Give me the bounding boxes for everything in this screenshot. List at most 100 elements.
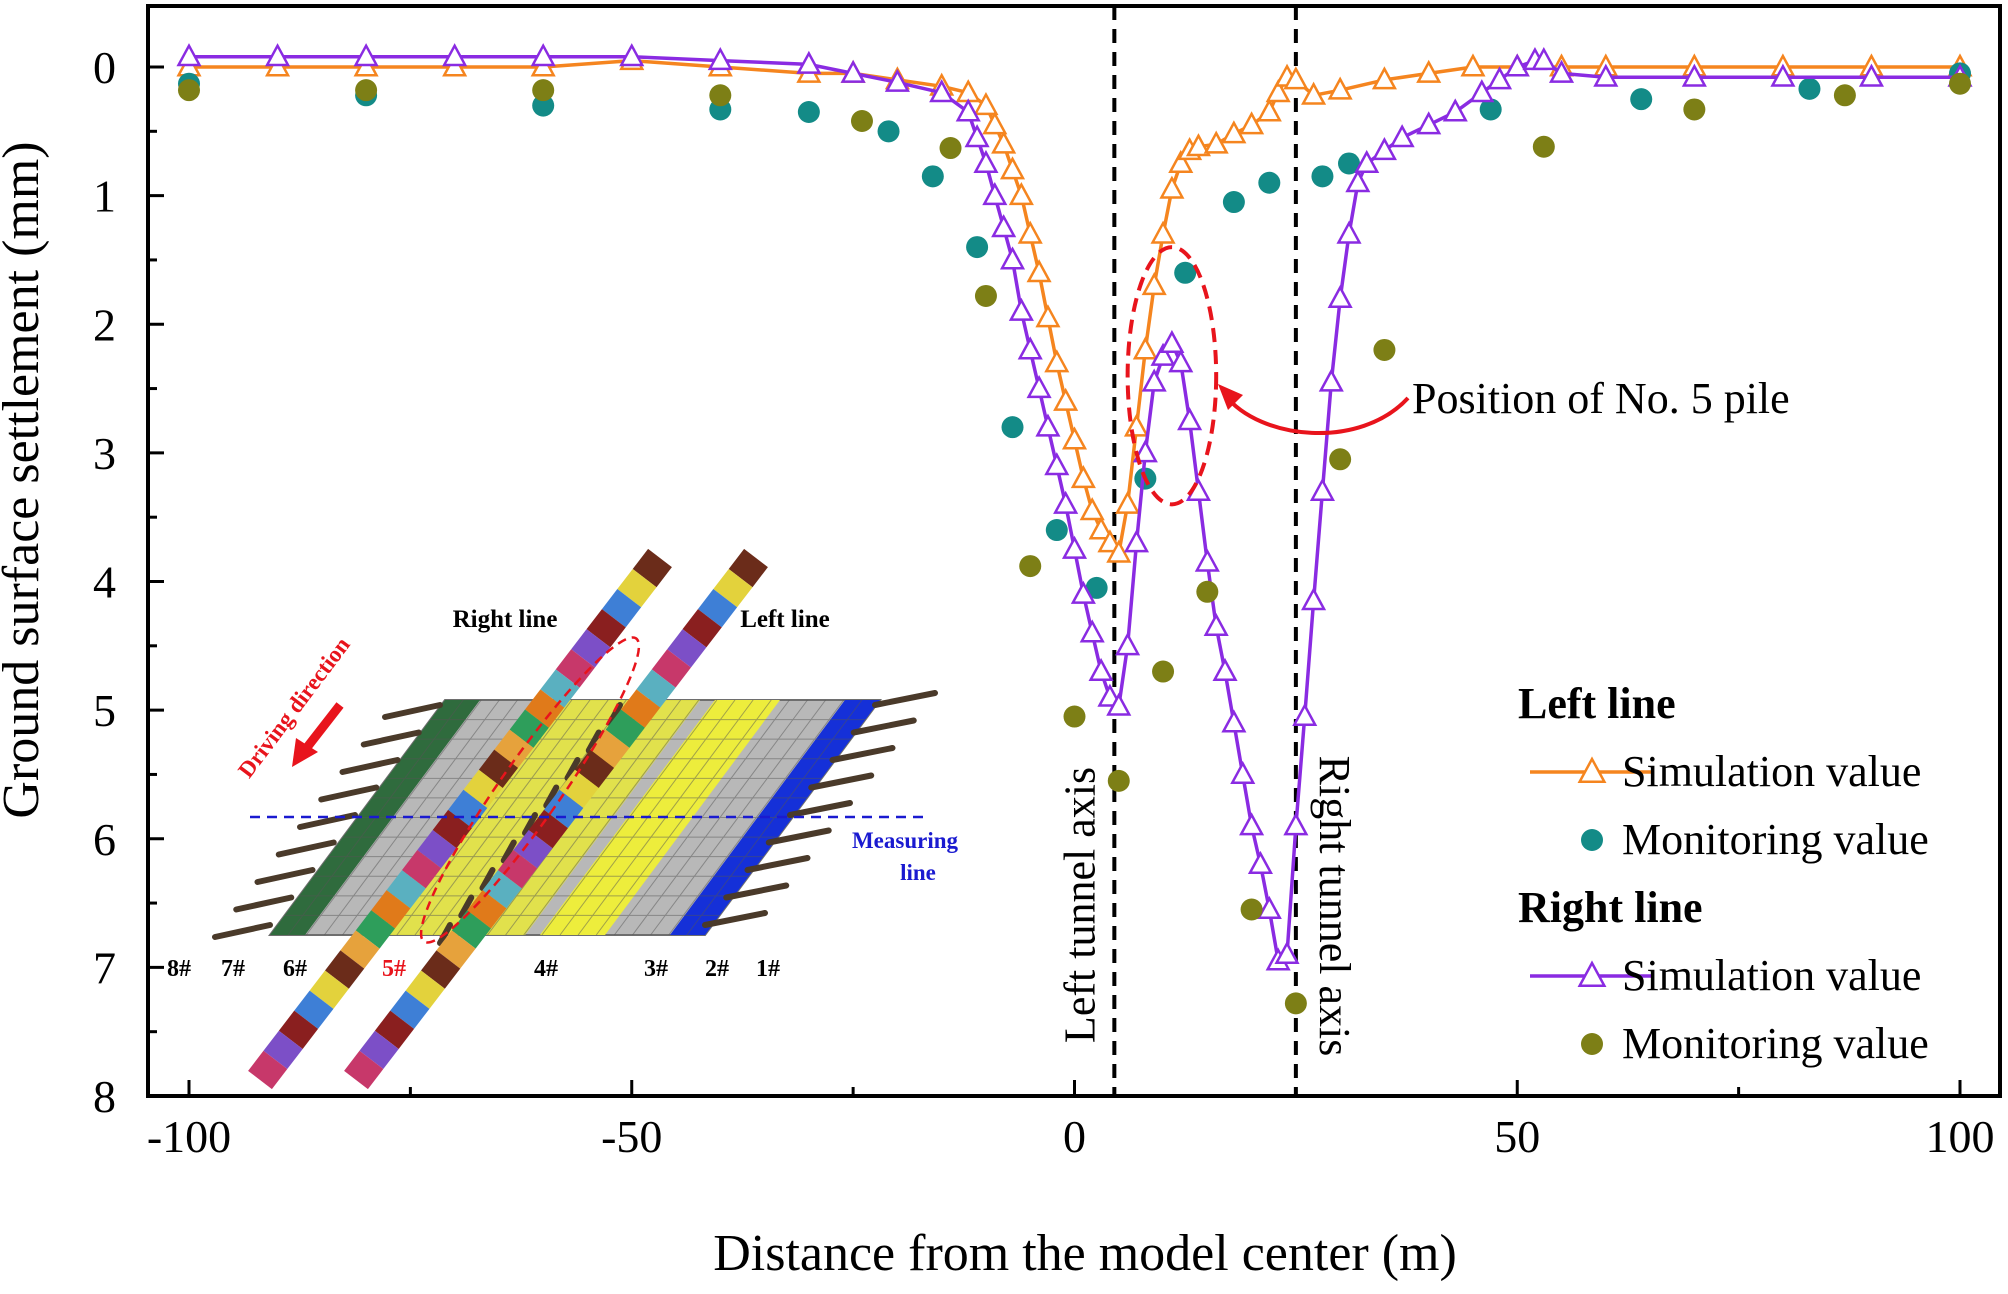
inset-pile5-ellipse [419,636,641,944]
inset-tube-segment [571,629,611,668]
inset-pile-left [360,729,422,748]
inset-pile-label: 4# [534,956,558,982]
inset-pile-label: 5# [382,956,406,982]
inset-pile-right [829,745,896,763]
inset-pile-left [339,757,401,775]
data-point-right_mon [1532,135,1555,158]
data-point-left_mon [1045,519,1068,542]
data-point-right_sim [1274,940,1300,965]
data-point-right_sim [1593,63,1619,87]
data-point-right_sim [619,43,645,67]
inset-pile-right [850,717,917,736]
data-point-left_sim [1301,81,1327,105]
inset-mesh-col [686,699,863,936]
data-point-right_mon [1107,769,1130,792]
data-point-left_sim [982,111,1008,135]
inset-measuring-line-label: Measuring [852,828,959,853]
inset-pile-right [723,882,790,901]
data-point-left_mon [1479,98,1502,121]
inset-tube-segment [509,709,549,748]
data-point-right_sim [999,246,1026,270]
x-tick-label: -50 [601,1111,662,1162]
data-point-right_sim [1026,374,1052,399]
data-point-right_mon [1019,555,1042,578]
y-tick-label: 8 [93,1071,116,1122]
y-tick-label: 5 [93,685,116,736]
data-point-right_sim [1203,612,1229,637]
inset-tube-segment [540,669,580,708]
inset-tube-segment [401,850,442,889]
inset-pile-right [702,910,768,928]
data-point-right_sim [442,43,468,67]
inset-pile-left [233,894,295,913]
data-point-right_sim [530,43,556,67]
data-point-left_sim [1221,120,1247,144]
y-tick-label: 1 [93,171,116,222]
inset-tube-segment [497,850,538,889]
data-point-left_mon [797,101,820,124]
data-point-left_mon [1174,261,1197,284]
tunnel-axis-label: Left tunnel axis [1055,767,1104,1043]
inset-piles [212,690,938,946]
pile5-annotation-arrow [1223,393,1410,435]
data-point-left_mon [921,165,944,188]
data-point-right_sim [1106,692,1132,716]
inset-pile-label: 1# [756,956,780,982]
inset-tube-segment [651,649,691,688]
inset-tube-segment [697,589,738,628]
data-point-left_mon [1258,171,1281,194]
inset-pile-mid [564,757,581,781]
inset-tube-segment [559,769,599,809]
inset-tube-segment [667,629,707,668]
inset-mesh-col [414,699,591,936]
tunnel-axis-label: Right tunnel axis [1310,756,1359,1057]
pile-annotation: Position of No. 5 pile [1125,245,1790,507]
data-point-right_sim [1150,342,1176,366]
inset-pile-right [808,772,875,791]
series-right_mon [178,72,1971,1015]
inset-pile-mid [500,839,517,864]
data-point-right_mon [1152,660,1175,683]
data-point-right_sim [707,46,733,71]
data-point-left_sim [1026,259,1052,283]
inset-mesh-col [668,699,845,936]
data-point-left_sim [1061,426,1088,450]
data-point-right_sim [1486,66,1513,90]
inset-tube-segment [263,1030,303,1070]
data-point-right_sim [1061,535,1088,559]
y-tick-label: 3 [93,428,116,479]
y-axis-title: Ground surface settlement (mm) [0,141,50,818]
legend-swatch-marker [1577,756,1607,783]
inset-tube-segment [451,910,491,949]
inset-pile-label: 7# [221,956,245,982]
inset-pile-mid [458,894,475,919]
data-point-right_sim [1531,46,1557,71]
inset-pile-right [744,855,811,873]
data-point-right_sim [1230,760,1256,784]
data-point-left_sim [1265,79,1291,103]
inset-mesh-col [632,699,808,936]
data-point-left_sim [1070,464,1096,489]
inset-pile-mid [543,784,560,809]
data-point-right_sim [1256,895,1282,919]
data-point-right_sim [1292,702,1318,727]
data-point-right_sim [1088,657,1114,682]
inset-tube-segment [528,809,568,849]
inset-pile-mid [607,702,623,726]
inset-pile-right [872,690,938,708]
data-point-right_sim [1469,79,1495,103]
inset-tube-segment [463,769,503,809]
data-point-right_sim [1177,407,1203,431]
data-point-right_sim [955,98,981,122]
inset-driving-arrow [301,702,344,753]
inset-tube-segment [417,829,457,869]
inset-tube-segment [574,749,615,788]
data-point-right_mon [1949,72,1971,95]
series-right_sim [176,43,1973,971]
data-point-left_sim [1079,497,1105,521]
data-point-right_sim [1345,169,1371,193]
data-point-right_sim [884,68,910,92]
data-point-left_sim [1150,220,1176,244]
data-point-right_sim [1159,329,1185,354]
